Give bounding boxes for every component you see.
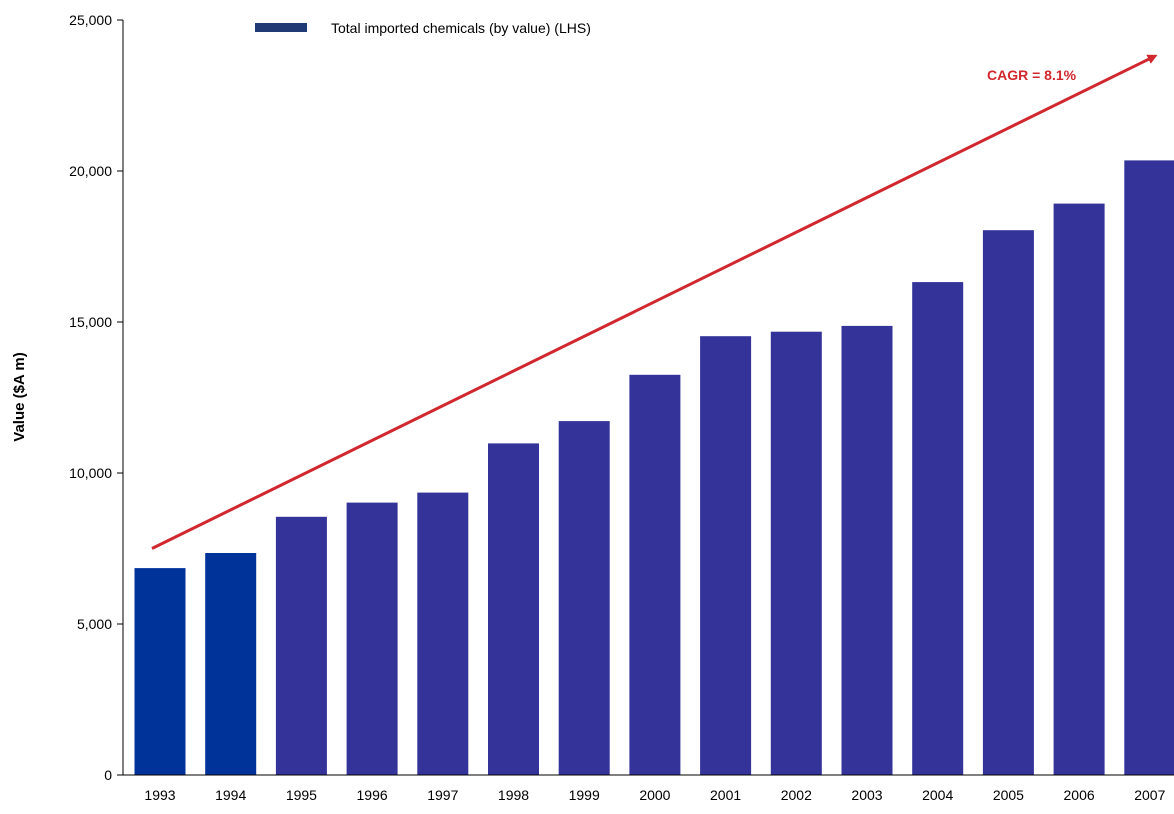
- y-axis-title: Value ($A m): [11, 352, 28, 441]
- axes-group: [122, 20, 1174, 776]
- x-tick-label: 1998: [498, 787, 529, 803]
- legend-label: Total imported chemicals (by value) (LHS…: [331, 20, 591, 36]
- x-labels-group: 1993 1994 1995 1996 1997 1998 1999 2000 2001 2002…: [144, 787, 1165, 803]
- bar-1993: [134, 568, 186, 775]
- x-tick-label: 2003: [851, 787, 882, 803]
- x-tick-label: 2005: [993, 787, 1024, 803]
- x-tick-label: 1993: [144, 787, 175, 803]
- x-tick-label: 2002: [781, 787, 812, 803]
- x-tick-label: 1995: [286, 787, 317, 803]
- bar-2003: [841, 325, 893, 775]
- bar-2005: [982, 230, 1034, 775]
- bar-2000: [629, 374, 681, 775]
- bar-2006: [1053, 203, 1105, 776]
- x-tick-label: 2006: [1064, 787, 1095, 803]
- bars-group: [134, 160, 1174, 776]
- y-tick-label: 25,000: [69, 12, 112, 28]
- y-tick-label: 20,000: [69, 163, 112, 179]
- legend: Total imported chemicals (by value) (LHS…: [255, 20, 591, 36]
- bar-1999: [558, 421, 610, 775]
- x-tick-label: 1994: [215, 787, 246, 803]
- y-tick-label: 0: [104, 767, 112, 783]
- bar-2004: [912, 282, 964, 775]
- x-tick-label: 1996: [357, 787, 388, 803]
- x-tick-label: 2004: [922, 787, 953, 803]
- y-ticks-group: 0 5,000 10,000 15,000 20,000 25,000: [69, 12, 123, 783]
- bar-1997: [417, 492, 469, 775]
- y-tick-label: 15,000: [69, 314, 112, 330]
- bar-2007: [1124, 160, 1174, 775]
- bar-1994: [205, 553, 257, 775]
- x-tick-label: 2007: [1134, 787, 1165, 803]
- bar-1995: [275, 516, 327, 775]
- y-tick-label: 5,000: [77, 616, 112, 632]
- bar-1996: [346, 502, 398, 775]
- x-tick-label: 1997: [427, 787, 458, 803]
- x-tick-label: 1999: [569, 787, 600, 803]
- x-tick-label: 2000: [639, 787, 670, 803]
- cagr-annotation: CAGR = 8.1%: [987, 67, 1077, 83]
- bar-2001: [700, 336, 752, 775]
- y-tick-label: 10,000: [69, 465, 112, 481]
- legend-swatch: [255, 23, 307, 32]
- bar-1998: [488, 443, 539, 775]
- bar-2002: [770, 331, 822, 775]
- cagr-trend-arrow: [151, 54, 1158, 550]
- x-tick-label: 2001: [710, 787, 741, 803]
